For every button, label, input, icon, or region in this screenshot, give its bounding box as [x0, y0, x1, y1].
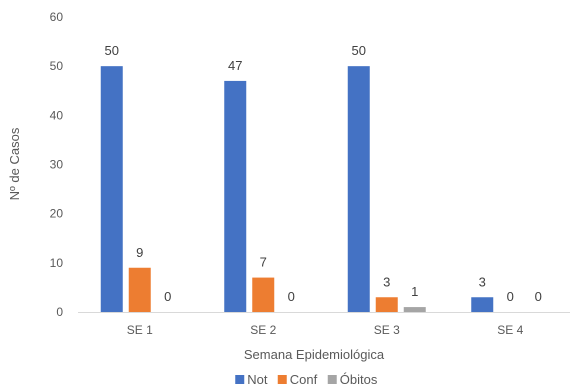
bar-conf	[128, 267, 151, 312]
bar-conf	[252, 277, 275, 312]
y-tick-label: 60	[50, 10, 64, 24]
data-label: 0	[507, 289, 514, 304]
legend-swatch	[327, 375, 337, 384]
bar-not	[100, 66, 123, 313]
data-label: 50	[105, 43, 119, 58]
bar--bitos	[403, 307, 426, 312]
y-tick-label: 10	[50, 256, 64, 270]
x-axis-title: Semana Epidemiológica	[244, 347, 385, 362]
y-axis-title: Nº de Casos	[7, 127, 22, 200]
x-tick-label: SE 1	[127, 323, 153, 337]
y-tick-label: 0	[56, 305, 63, 319]
y-tick-label: 40	[50, 108, 64, 122]
legend-swatch	[277, 375, 287, 384]
legend-label: Óbitos	[340, 372, 378, 387]
bar-not	[471, 297, 494, 312]
bars	[100, 66, 494, 313]
y-tick-label: 50	[50, 59, 64, 73]
x-axis-ticks: SE 1 SE 2 SE 3 SE 4	[127, 323, 524, 337]
y-tick-label: 30	[50, 158, 64, 172]
x-tick-label: SE 2	[250, 323, 276, 337]
data-label: 0	[164, 289, 171, 304]
data-label: 50	[352, 43, 366, 58]
bar-conf	[375, 297, 398, 312]
bar-not	[224, 80, 247, 313]
legend: Not Conf Óbitos	[235, 372, 378, 387]
data-label: 0	[535, 289, 542, 304]
data-label: 9	[136, 245, 143, 260]
x-tick-label: SE 4	[497, 323, 523, 337]
bar-not	[347, 66, 370, 313]
legend-swatch	[235, 375, 245, 384]
legend-label: Conf	[290, 372, 318, 387]
y-tick-label: 20	[50, 207, 64, 221]
data-label: 1	[411, 284, 418, 299]
data-label: 47	[228, 58, 242, 73]
y-axis-ticks: 0 10 20 30 40 50 60	[50, 10, 64, 319]
data-labels: 50 9 0 47 7 0 50 3 1 3 0 0	[105, 43, 542, 304]
legend-label: Not	[247, 372, 268, 387]
data-label: 7	[260, 255, 267, 270]
data-label: 3	[383, 274, 390, 289]
data-label: 0	[288, 289, 295, 304]
x-tick-label: SE 3	[374, 323, 400, 337]
data-label: 3	[479, 274, 486, 289]
